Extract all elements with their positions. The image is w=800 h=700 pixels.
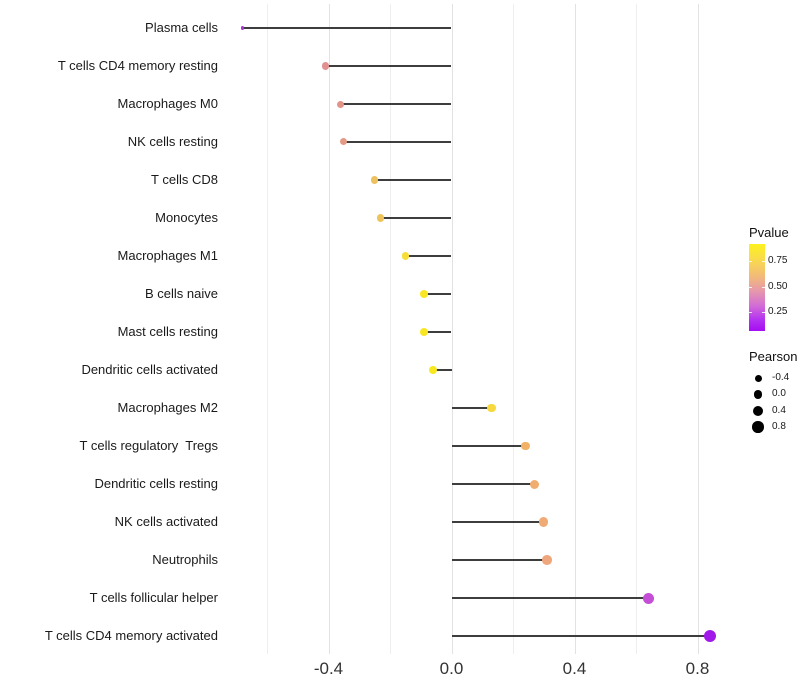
data-point: [419, 328, 428, 336]
y-axis-label: NK cells activated: [114, 514, 218, 529]
data-point: [401, 252, 410, 260]
pvalue-legend-label: 0.75: [768, 255, 788, 267]
x-axis-label: 0.8: [685, 659, 710, 678]
y-axis-label: Macrophages M1: [117, 248, 218, 263]
data-point: [370, 176, 379, 184]
y-axis-label: Plasma cells: [145, 20, 218, 35]
y-axis-label: Macrophages M2: [117, 400, 218, 415]
pvalue-bar-tick: [749, 261, 752, 263]
pvalue-legend-title: Pvalue: [749, 225, 789, 240]
x-axis-label: 0.0: [439, 659, 464, 678]
pvalue-bar-tick: [749, 312, 752, 314]
pvalue-gradient-bar: [749, 244, 765, 331]
gridline-major: [328, 4, 330, 654]
y-axis-label: Neutrophils: [152, 552, 218, 567]
pvalue-color-legend: Pvalue 0.75 0.50 0.25: [749, 226, 800, 341]
y-axis-label: B cells naive: [145, 286, 218, 301]
data-point: [703, 629, 717, 643]
pearson-legend-label: 0.0: [772, 388, 786, 400]
data-point: [530, 479, 539, 489]
pearson-legend-label: -0.4: [772, 372, 790, 383]
data-point: [542, 555, 552, 565]
pvalue-bar-tick: [749, 286, 752, 288]
lollipop-stem: [451, 559, 547, 561]
x-axis-label: -0.4: [313, 659, 344, 678]
pearson-legend-dot: [752, 421, 764, 433]
gridline-major: [697, 4, 699, 654]
data-point: [539, 517, 549, 527]
data-point: [340, 138, 348, 146]
lollipop-stem: [451, 521, 544, 523]
data-point: [240, 26, 245, 30]
lollipop-stem: [325, 65, 452, 67]
y-axis-label: Dendritic cells resting: [94, 476, 218, 491]
lollipop-stem: [423, 293, 452, 295]
gridline-minor: [267, 4, 268, 654]
lollipop-stem: [340, 103, 452, 105]
data-point: [520, 441, 530, 451]
lollipop-stem: [242, 27, 452, 29]
data-point: [321, 62, 329, 70]
lollipop-stem: [380, 217, 452, 219]
pvalue-bar-tick: [762, 312, 765, 314]
pvalue-bar-tick: [762, 261, 765, 263]
data-point: [337, 100, 345, 108]
y-axis-label: Macrophages M0: [117, 96, 218, 111]
lollipop-stem: [423, 331, 452, 333]
pvalue-legend-label: 0.50: [768, 280, 788, 292]
lollipop-stem: [343, 141, 452, 143]
y-axis-label: Mast cells resting: [117, 324, 218, 339]
y-axis-label: NK cells resting: [127, 134, 218, 149]
pearson-legend-dot: [752, 405, 764, 416]
gridline-major: [451, 4, 453, 654]
pearson-legend-label: 0.4: [772, 404, 786, 416]
x-axis-label: 0.4: [562, 659, 587, 678]
lollipop-stem: [405, 255, 452, 257]
y-axis-label: T cells CD8: [151, 172, 218, 187]
gridline-minor: [513, 4, 514, 654]
lollipop-stem: [451, 635, 710, 637]
data-point: [642, 592, 654, 604]
data-point: [419, 290, 428, 298]
gridline-minor: [390, 4, 391, 654]
data-point: [487, 403, 496, 413]
pearson-size-legend: Pearson -0.4 0.0 0.4 0.8: [749, 350, 800, 445]
y-axis-label: Monocytes: [155, 210, 218, 225]
pearson-legend-title: Pearson: [749, 349, 798, 364]
y-axis-label: T cells follicular helper: [89, 590, 218, 605]
y-axis-label: Dendritic cells activated: [81, 362, 218, 377]
lollipop-stem: [374, 179, 452, 181]
lollipop-stem: [451, 597, 649, 599]
y-axis-label: T cells regulatory Tregs: [79, 438, 218, 453]
y-axis-label: T cells CD4 memory activated: [44, 628, 218, 643]
lollipop-stem: [451, 445, 526, 447]
data-point: [429, 365, 438, 374]
y-axis-label: T cells CD4 memory resting: [57, 58, 218, 73]
pvalue-bar-tick: [762, 286, 765, 288]
data-point: [377, 214, 385, 222]
pearson-legend-dot: [754, 374, 762, 382]
lollipop-stem: [451, 407, 492, 409]
gridline-major: [574, 4, 576, 654]
pvalue-legend-label: 0.25: [768, 306, 788, 318]
pearson-legend-dot: [753, 389, 763, 399]
lollipop-stem: [451, 483, 535, 485]
gridline-minor: [636, 4, 637, 654]
pearson-legend-label: 0.8: [772, 421, 786, 432]
lollipop-stem: [433, 369, 452, 371]
